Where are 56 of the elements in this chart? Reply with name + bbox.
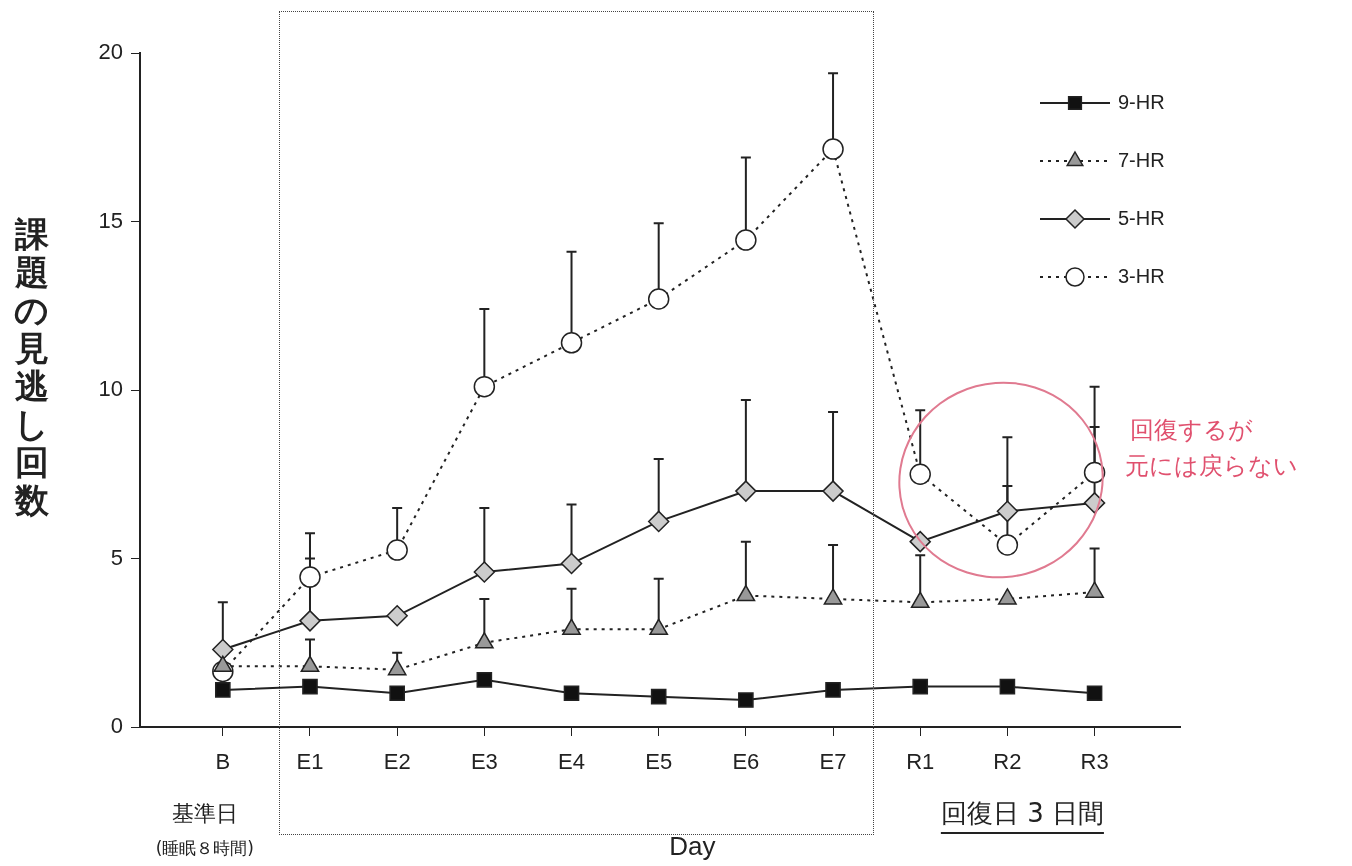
y-tick-label: 20 <box>98 39 123 65</box>
annotation: 回復するが <box>1130 416 1253 445</box>
legend-label: 5-HR <box>1118 206 1165 229</box>
point <box>822 138 844 160</box>
point <box>909 463 931 485</box>
point <box>389 685 405 702</box>
point <box>999 678 1016 695</box>
y-tick-label: 15 <box>98 207 123 233</box>
y-axis-title: 課題の見逃し回数 <box>14 214 49 520</box>
point <box>473 375 496 398</box>
text: (睡眠８時間) <box>155 838 254 859</box>
point <box>299 566 321 588</box>
point <box>560 332 583 354</box>
point <box>560 552 583 575</box>
point <box>212 638 234 661</box>
point <box>386 605 408 627</box>
y-tick-label: 5 <box>110 544 123 570</box>
x-tick-label: E6 <box>732 749 760 775</box>
x-tick-label: R2 <box>993 749 1022 775</box>
x-tick-label: E2 <box>383 749 411 775</box>
x-tick-label: E7 <box>819 749 847 775</box>
point <box>822 480 844 502</box>
x-axis-title: Day <box>669 831 716 862</box>
point <box>825 682 841 698</box>
point <box>299 610 321 632</box>
legend-label: 9-HR <box>1118 90 1165 113</box>
x-tick-label: B <box>215 749 231 775</box>
text: 基準日 <box>171 800 238 826</box>
point <box>996 500 1019 523</box>
y-tick-label: 0 <box>110 713 123 739</box>
point <box>476 672 493 688</box>
legend-label: 3-HR <box>1118 264 1165 287</box>
point <box>738 692 754 708</box>
x-tick-label: R1 <box>906 749 935 775</box>
point <box>215 682 231 698</box>
point <box>912 678 929 695</box>
x-tick-label: R3 <box>1080 749 1109 775</box>
point <box>1086 685 1103 702</box>
point <box>647 510 670 533</box>
x-tick-label: E1 <box>296 749 324 775</box>
point <box>386 539 408 561</box>
text: 回復日 3 日間 <box>940 797 1104 828</box>
point <box>647 288 670 310</box>
x-tick-label: E3 <box>470 749 498 775</box>
point <box>735 480 757 502</box>
x-tick-label: E5 <box>645 749 673 775</box>
annotation: 元には戻らない <box>1125 452 1298 481</box>
point <box>735 229 757 251</box>
point <box>996 534 1019 556</box>
legend-label: 7-HR <box>1118 148 1165 171</box>
point <box>473 561 496 583</box>
point <box>650 688 667 705</box>
y-tick-label: 10 <box>98 376 123 402</box>
point <box>563 685 580 702</box>
point <box>302 678 318 695</box>
x-tick-label: E4 <box>558 749 585 775</box>
